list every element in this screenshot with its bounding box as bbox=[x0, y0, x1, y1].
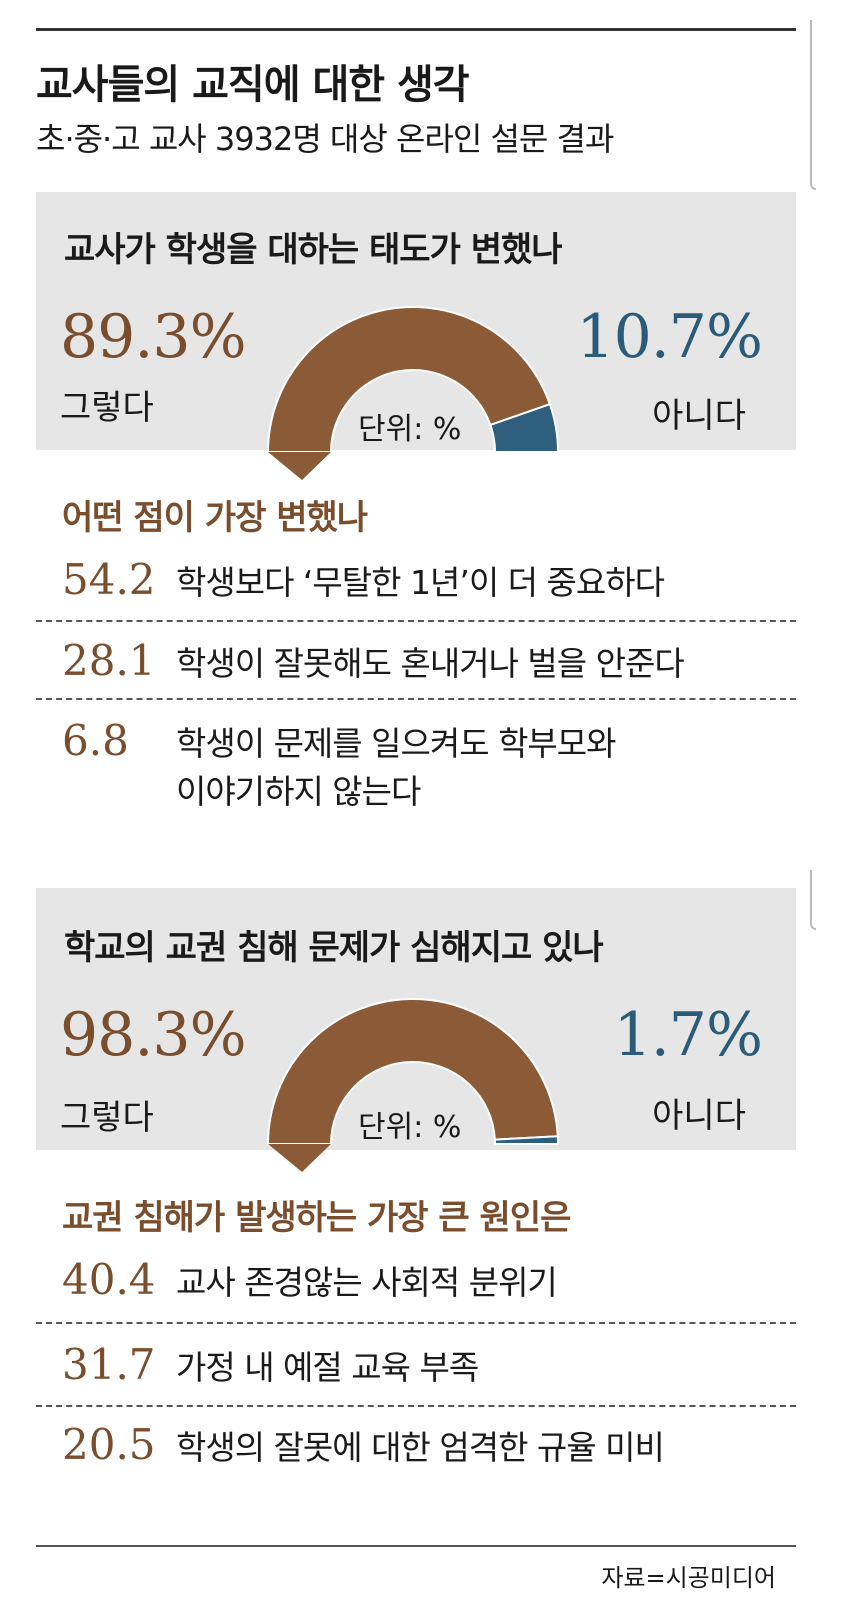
item-label: 교사 존경않는 사회적 분위기 bbox=[176, 1263, 558, 1302]
item-label: 학생이 잘못해도 혼내거나 벌을 안준다 bbox=[176, 644, 685, 683]
divider bbox=[36, 1405, 796, 1407]
item-label: 학생이 문제를 일으켜도 학부모와 bbox=[176, 724, 617, 763]
source-credit: 자료=시공미디어 bbox=[601, 1564, 776, 1592]
no-percent-1: 10.7% bbox=[576, 302, 763, 372]
item-value: 40.4 bbox=[62, 1255, 156, 1304]
list-item: 6.8 학생이 문제를 일으켜도 학부모와 이야기하지 않는다 bbox=[36, 716, 796, 826]
gauge-slice-no bbox=[493, 1135, 560, 1145]
item-value: 54.2 bbox=[62, 555, 156, 604]
question-title-2: 학교의 교권 침해 문제가 심해지고 있나 bbox=[64, 928, 604, 968]
bottom-rule bbox=[36, 1545, 796, 1547]
item-label: 학생보다 ‘무탈한 1년’이 더 중요하다 bbox=[176, 563, 665, 602]
survey-panel-1: 교사가 학생을 대하는 태도가 변했나 89.3% 그렇다 10.7% 아니다 … bbox=[36, 192, 796, 450]
question-title-1: 교사가 학생을 대하는 태도가 변했나 bbox=[64, 230, 563, 270]
list-item: 20.5 학생의 잘못에 대한 엄격한 규율 미비 bbox=[36, 1420, 796, 1480]
yes-percent-2: 98.3% bbox=[60, 1000, 247, 1070]
divider bbox=[36, 698, 796, 700]
gauge-pointer bbox=[268, 1144, 331, 1172]
item-value: 28.1 bbox=[62, 636, 156, 685]
page-subtitle: 초·중·고 교사 3932명 대상 온라인 설문 결과 bbox=[36, 120, 614, 158]
item-value: 20.5 bbox=[62, 1420, 156, 1469]
factor-title-2: 교권 침해가 발생하는 가장 큰 원인은 bbox=[62, 1198, 571, 1238]
gauge-chart-2 bbox=[266, 998, 560, 1172]
page-title: 교사들의 교직에 대한 생각 bbox=[36, 62, 470, 108]
gauge-slice-no bbox=[489, 402, 560, 453]
item-value: 6.8 bbox=[62, 716, 129, 765]
no-label-2: 아니다 bbox=[652, 1096, 746, 1136]
unit-label-1: 단위: % bbox=[358, 412, 462, 447]
no-percent-2: 1.7% bbox=[613, 1000, 763, 1070]
divider bbox=[36, 1322, 796, 1324]
yes-label-1: 그렇다 bbox=[60, 388, 154, 428]
gauge-slice-yes bbox=[266, 998, 559, 1145]
gauge-slice-yes bbox=[266, 305, 552, 453]
no-label-1: 아니다 bbox=[652, 396, 746, 436]
item-label-line2: 이야기하지 않는다 bbox=[176, 772, 421, 811]
unit-label-2: 단위: % bbox=[358, 1110, 462, 1145]
edge-mark bbox=[810, 870, 816, 930]
gauge-chart-1 bbox=[266, 305, 560, 480]
item-label: 가정 내 예절 교육 부족 bbox=[176, 1348, 479, 1387]
edge-mark bbox=[810, 20, 816, 190]
yes-percent-1: 89.3% bbox=[60, 302, 247, 372]
factor-title-1: 어떤 점이 가장 변했나 bbox=[62, 498, 368, 538]
list-item: 40.4 교사 존경않는 사회적 분위기 bbox=[36, 1255, 796, 1315]
list-item: 28.1 학생이 잘못해도 혼내거나 벌을 안준다 bbox=[36, 636, 796, 696]
item-label: 학생의 잘못에 대한 엄격한 규율 미비 bbox=[176, 1428, 665, 1467]
item-value: 31.7 bbox=[62, 1340, 156, 1389]
divider bbox=[36, 620, 796, 622]
yes-label-2: 그렇다 bbox=[60, 1098, 154, 1138]
list-item: 31.7 가정 내 예절 교육 부족 bbox=[36, 1340, 796, 1400]
top-rule bbox=[36, 28, 796, 31]
list-item: 54.2 학생보다 ‘무탈한 1년’이 더 중요하다 bbox=[36, 555, 796, 615]
gauge-pointer bbox=[268, 452, 331, 480]
